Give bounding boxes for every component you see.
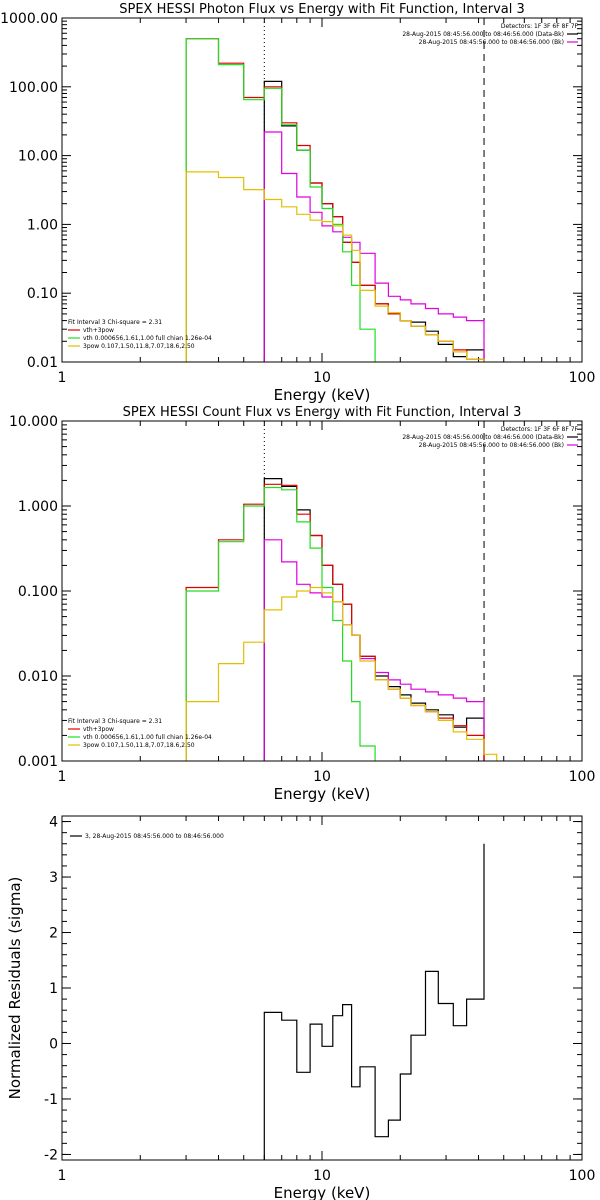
x-tick-label: 1: [58, 370, 67, 386]
x-tick-label: 1: [58, 1168, 67, 1184]
y-tick-label: 4: [49, 815, 58, 831]
y-tick-label: 1.000: [18, 499, 58, 515]
x-axis-label: Energy (keV): [274, 386, 371, 404]
legend-bottom-left: Fit Interval 3 Chi-square = 2.31vth+3pow…: [68, 319, 212, 350]
legend-entry: 28-Aug-2015 08:45:56.000 to 08:46:56.000…: [419, 39, 564, 46]
x-tick-label: 100: [569, 1168, 596, 1184]
y-tick-label: 10.00: [18, 149, 58, 165]
chart-panel-1: 1 10 100 1000.00 100.00 10.00 1.00 0.10 0.01 SPEX…: [0, 2, 595, 404]
y-tick-label: 100.00: [9, 80, 58, 96]
series-line-4: [185, 38, 376, 362]
chart-title: SPEX HESSI Count Flux vs Energy with Fit…: [123, 405, 522, 420]
legend-entry: 28-Aug-2015 08:45:56.000 to 08:46:56.000…: [402, 434, 564, 441]
plot-frame: [61, 815, 583, 1161]
legend-entry: vth 0.000656,1.61,1.00 full chian 1.26e-…: [83, 335, 212, 342]
y-tick-label: 10.000: [9, 414, 58, 430]
y-tick-label: -2: [44, 1147, 58, 1163]
y-tick-label: 0: [49, 1036, 58, 1052]
chart-title: SPEX HESSI Photon Flux vs Energy with Fi…: [119, 2, 525, 17]
y-tick-label: 0.100: [18, 584, 58, 600]
legend-entry: vth 0.000656,1.61,1.00 full chian 1.26e-…: [83, 734, 212, 741]
legend-entry: vth+3pow: [83, 327, 114, 334]
y-tick-label: 0.001: [18, 754, 58, 770]
y-tick-label: 0.010: [18, 669, 58, 685]
series-line-4: [185, 486, 376, 761]
legend-top-left: 3, 28-Aug-2015 08:45:56.000 to 08:46:56.…: [70, 833, 224, 840]
y-tick-label: 1000.00: [0, 11, 58, 27]
x-tick-label: 100: [569, 769, 596, 785]
legend-bottom-left: Fit Interval 3 Chi-square = 2.31vth+3pow…: [68, 718, 212, 749]
legend-entry: 3, 28-Aug-2015 08:45:56.000 to 08:46:56.…: [85, 833, 224, 840]
x-axis-label: Energy (keV): [274, 785, 371, 803]
x-tick-label: 10: [313, 370, 331, 386]
x-tick-label: 100: [569, 370, 596, 386]
legend-entry: 28-Aug-2015 08:45:56.000 to 08:46:56.000…: [419, 442, 564, 449]
y-tick-label: 0.10: [27, 286, 58, 302]
plot-frame: [61, 420, 583, 762]
x-axis-label: Energy (keV): [274, 1184, 371, 1200]
series-line-1: [263, 843, 485, 1160]
x-tick-label: 10: [313, 769, 331, 785]
y-axis-label: Normalized Residuals (sigma): [6, 877, 24, 1100]
legend-header: Fit Interval 3 Chi-square = 2.31: [68, 718, 162, 725]
tick-marks: [61, 816, 583, 1160]
legend-entry: Detectors: 1F 3F 6F 8F 7F: [501, 23, 579, 30]
series-line-5: [185, 586, 498, 761]
legend-entry: vth+3pow: [83, 726, 114, 733]
y-tick-label: -1: [44, 1092, 58, 1108]
y-tick-label: 0.01: [27, 355, 58, 371]
legend-entry: 3pow 0.107,1.50,11.8,7.07,18.6,2.50: [83, 343, 195, 350]
y-tick-label: 1.00: [27, 217, 58, 233]
x-tick-label: 1: [58, 769, 67, 785]
series-line-2: [263, 539, 485, 761]
y-tick-label: 1: [49, 981, 58, 997]
chart-panel-2: 1 10 100 10.000 1.000 0.100 0.010 0.001 SPEX HES…: [9, 405, 595, 803]
legend-header: Fit Interval 3 Chi-square = 2.31: [68, 319, 162, 326]
legend-entry: 28-Aug-2015 08:45:56.000 to 08:46:56.000…: [402, 31, 564, 38]
series-line-5: [185, 171, 485, 362]
x-tick-label: 10: [313, 1168, 331, 1184]
series-line-2: [263, 131, 485, 362]
plot-frame: [61, 17, 583, 363]
series-line-3: [185, 483, 485, 761]
y-tick-label: 3: [49, 870, 58, 886]
y-tick-label: 2: [49, 926, 58, 942]
legend-entry: 3pow 0.107,1.50,11.8,7.07,18.6,2.50: [83, 742, 195, 749]
legend-entry: Detectors: 1F 3F 6F 8F 7F: [501, 426, 579, 433]
